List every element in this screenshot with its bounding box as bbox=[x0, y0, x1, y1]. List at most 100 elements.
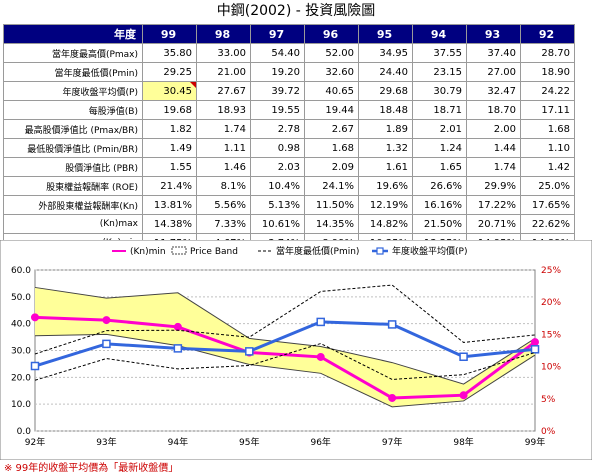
table-row: 股價淨值比 (PBR) 1.55 1.46 2.03 2.09 1.61 1.65 1.74 1… bbox=[3, 157, 575, 177]
price-band-lower-edge bbox=[34, 333, 536, 408]
legend-swatch-price-marker bbox=[376, 247, 384, 255]
table-cell: 8.1% bbox=[196, 176, 251, 196]
table-cell: 1.55 bbox=[142, 157, 197, 177]
table-cell: 16.16% bbox=[412, 195, 467, 215]
y-right-tick-label: 10% bbox=[541, 363, 561, 373]
table-cell: 19.6% bbox=[358, 176, 413, 196]
table-cell: 2.67 bbox=[304, 119, 359, 139]
table-cell: 2.09 bbox=[304, 157, 359, 177]
row-label: 當年度最低價(Pmin) bbox=[3, 62, 143, 82]
table-header-row: 年度 99 98 97 96 95 94 93 92 bbox=[3, 24, 575, 44]
table-cell: 10.4% bbox=[250, 176, 305, 196]
risk-table: 年度 99 98 97 96 95 94 93 92 當年度最高價(Pmax) 35.80 33.00… bbox=[3, 24, 575, 253]
table-cell: 27.67 bbox=[196, 81, 251, 101]
table-cell: 1.65 bbox=[412, 157, 467, 177]
table-cell: 18.70 bbox=[466, 100, 521, 120]
table-row: 年度收盤平均價(P) 30.45 27.67 39.72 40.65 29.68 30.79… bbox=[3, 81, 575, 101]
x-tick-label: 93年 bbox=[96, 436, 116, 448]
year-header-cell: 93 bbox=[466, 24, 521, 44]
table-cell: 32.47 bbox=[466, 81, 521, 101]
year-header-cell: 98 bbox=[196, 24, 251, 44]
table-cell: 20.71% bbox=[466, 214, 521, 234]
year-header-cell: 94 bbox=[412, 24, 467, 44]
table-cell: 1.82 bbox=[142, 119, 197, 139]
table-cell: 14.38% bbox=[142, 214, 197, 234]
x-tick-label: 97年 bbox=[382, 436, 402, 448]
table-cell: 1.68 bbox=[520, 119, 575, 139]
table-cell: 1.42 bbox=[520, 157, 575, 177]
series-point bbox=[316, 317, 325, 327]
row-label: 外部股東權益報酬率(Kn) bbox=[3, 195, 143, 215]
table-cell: 30.79 bbox=[412, 81, 467, 101]
table-cell: 1.61 bbox=[358, 157, 413, 177]
y-left-tick-label: 50.0 bbox=[11, 293, 31, 303]
table-cell: 1.89 bbox=[358, 119, 413, 139]
table-cell: 12.19% bbox=[358, 195, 413, 215]
row-label: 最高股價淨值比 (Pmax/BR) bbox=[3, 119, 143, 139]
legend-entry: Price Band bbox=[190, 247, 238, 257]
table-cell: 32.60 bbox=[304, 62, 359, 82]
y-left-tick-label: 30.0 bbox=[11, 347, 31, 357]
footnote: ※ 99年的收盤平均價為「最新收盤價」 bbox=[4, 463, 179, 474]
row-label: 股東權益報酬率 (ROE) bbox=[3, 176, 143, 196]
price-band bbox=[35, 287, 535, 407]
series-point bbox=[316, 352, 325, 361]
table-cell: 21.00 bbox=[196, 62, 251, 82]
row-label: 當年度最高價(Pmax) bbox=[3, 43, 143, 63]
table-cell: 29.9% bbox=[466, 176, 521, 196]
series-point bbox=[530, 345, 540, 354]
y-left-tick-label: 60.0 bbox=[11, 266, 31, 276]
table-cell: 19.20 bbox=[250, 62, 305, 82]
table-cell: 1.32 bbox=[358, 138, 413, 158]
x-tick-label: 95年 bbox=[239, 436, 259, 448]
table-cell: 1.44 bbox=[466, 138, 521, 158]
series-point bbox=[531, 338, 539, 347]
series-point bbox=[30, 361, 40, 371]
y-left-tick-label: 40.0 bbox=[11, 320, 31, 330]
year-header-cell: 99 bbox=[142, 24, 197, 44]
table-cell: 24.22 bbox=[520, 81, 575, 101]
chart-area: 0.0 10.0 20.0 30.0 40.0 50.0 60.0 0% 5% 10% 15% 20%… bbox=[0, 240, 592, 460]
legend-entry: 當年度最低價(Pmin) bbox=[276, 245, 359, 257]
table-cell: 52.00 bbox=[304, 43, 359, 63]
legend-swatch-band bbox=[171, 246, 187, 255]
series-point bbox=[388, 393, 397, 402]
table-cell: 21.4% bbox=[142, 176, 197, 196]
table-cell: 1.11 bbox=[196, 138, 251, 158]
series-point bbox=[102, 339, 111, 349]
series-line bbox=[34, 342, 536, 381]
x-tick-label: 92年 bbox=[25, 436, 45, 448]
table-cell: 27.00 bbox=[466, 62, 521, 82]
page-title: 中鋼(2002) - 投資風險圖 bbox=[216, 3, 376, 19]
table-cell: 25.0% bbox=[520, 176, 575, 196]
table-cell: 2.01 bbox=[412, 119, 467, 139]
table-cell: 14.82% bbox=[358, 214, 413, 234]
row-label: 每股淨值(B) bbox=[3, 100, 143, 120]
table-row: 當年度最高價(Pmax) 35.80 33.00 54.40 52.00 34.95 37.… bbox=[3, 43, 575, 63]
price-band-upper-edge bbox=[34, 286, 536, 385]
table-cell: 37.55 bbox=[412, 43, 467, 63]
x-tick-label: 98年 bbox=[453, 436, 473, 448]
table-cell: 24.40 bbox=[358, 62, 413, 82]
series-point bbox=[173, 322, 182, 331]
table-cell: 17.65% bbox=[520, 195, 575, 215]
table-cell: 17.22% bbox=[466, 195, 521, 215]
y-right-tick-label: 0% bbox=[541, 427, 556, 437]
series-point bbox=[387, 320, 397, 329]
table-row: 每股淨值(B) 19.68 18.93 19.55 19.44 18.48 18.71 18.… bbox=[3, 100, 575, 120]
series-point bbox=[459, 391, 468, 400]
table-cell: 1.74 bbox=[196, 119, 251, 139]
table-cell: 18.48 bbox=[358, 100, 413, 120]
table-cell: 21.50% bbox=[412, 214, 467, 234]
y-left-tick-label: 0.0 bbox=[17, 427, 32, 437]
table-cell: 2.78 bbox=[250, 119, 305, 139]
table-cell: 54.40 bbox=[250, 43, 305, 63]
table-cell: 26.6% bbox=[412, 176, 467, 196]
table-cell: 28.70 bbox=[520, 43, 575, 63]
y-left-tick-label: 10.0 bbox=[11, 400, 31, 410]
series-point bbox=[102, 316, 111, 325]
table-cell: 1.49 bbox=[142, 138, 197, 158]
table-cell: 19.44 bbox=[304, 100, 359, 120]
table-cell: 22.62% bbox=[520, 214, 575, 234]
table-cell: 37.40 bbox=[466, 43, 521, 63]
